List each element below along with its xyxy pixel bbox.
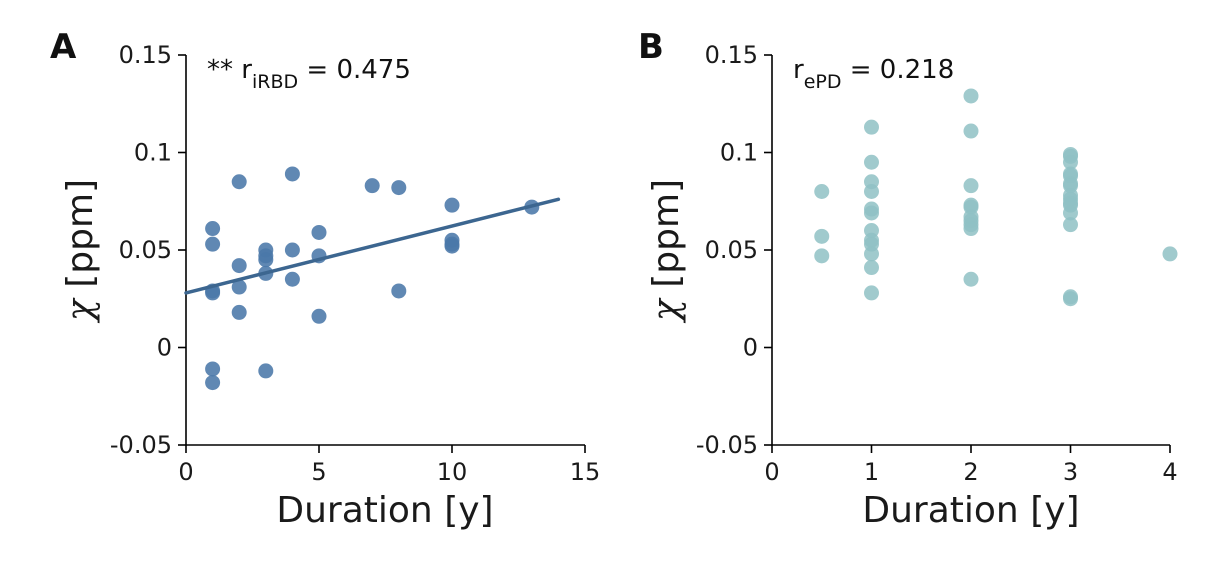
data-point: [391, 283, 407, 299]
data-point: [963, 88, 979, 104]
data-point: [1063, 205, 1078, 221]
x-tick-label: 4: [1162, 458, 1177, 486]
data-point: [444, 197, 460, 213]
data-point: [864, 285, 879, 301]
data-point: [284, 271, 300, 287]
y-tick-label: -0.05: [110, 431, 172, 459]
y-axis-title: χ [ppm]: [60, 179, 101, 324]
y-tick-label: 0.05: [705, 236, 758, 264]
panel-label: B: [638, 27, 664, 67]
data-point: [814, 184, 830, 199]
data-point: [963, 123, 979, 139]
data-point: [258, 252, 274, 268]
x-tick-label: 1: [864, 458, 879, 486]
data-point: [1063, 291, 1078, 307]
data-point: [311, 224, 327, 240]
data-point: [1063, 217, 1078, 233]
data-point: [311, 308, 327, 324]
data-point: [444, 238, 460, 254]
data-point: [864, 184, 879, 199]
x-tick-label: 15: [570, 458, 601, 486]
y-tick-label: 0.15: [705, 41, 758, 69]
x-tick-label: 3: [1063, 458, 1078, 486]
correlation-annotation: rePD = 0.218: [793, 55, 954, 93]
panel-label: A: [50, 27, 77, 67]
data-point: [205, 221, 221, 237]
y-tick-label: 0.1: [134, 139, 172, 167]
y-tick-label: 0.1: [720, 139, 758, 167]
data-point: [258, 363, 274, 379]
x-tick-label: 10: [437, 458, 468, 486]
data-point: [1162, 246, 1178, 262]
data-point: [814, 248, 830, 264]
data-point: [364, 178, 380, 194]
y-tick-label: 0: [743, 334, 758, 362]
x-tick-label: 0: [178, 458, 193, 486]
data-point: [864, 246, 879, 262]
data-point: [864, 119, 879, 135]
data-point: [864, 205, 879, 221]
data-point: [814, 228, 830, 244]
x-axis-title: Duration [y]: [276, 490, 493, 531]
data-point: [864, 154, 879, 170]
data-point: [1063, 154, 1078, 170]
y-tick-label: 0.05: [119, 236, 172, 264]
data-point: [963, 178, 979, 194]
correlation-annotation: ** riRBD = 0.475: [207, 55, 411, 93]
x-tick-label: 2: [963, 458, 978, 486]
data-point: [963, 221, 979, 237]
x-tick-label: 5: [311, 458, 326, 486]
data-point: [963, 271, 979, 287]
data-point: [284, 242, 300, 258]
y-tick-label: 0.15: [119, 41, 172, 69]
x-axis-title: Duration [y]: [862, 490, 1079, 531]
data-point: [231, 174, 247, 190]
data-point: [205, 375, 221, 391]
x-tick-label: 0: [764, 458, 779, 486]
data-point: [231, 279, 247, 295]
regression-line: [184, 197, 561, 295]
data-point: [231, 258, 247, 274]
data-point: [205, 236, 221, 252]
data-point: [205, 361, 221, 377]
y-axis-title: χ [ppm]: [646, 179, 687, 324]
data-point: [231, 304, 247, 320]
y-tick-label: -0.05: [696, 431, 758, 459]
data-point: [284, 166, 300, 182]
data-point: [864, 260, 879, 276]
data-point: [205, 285, 221, 301]
y-tick-label: 0: [157, 334, 172, 362]
data-point: [391, 180, 407, 196]
